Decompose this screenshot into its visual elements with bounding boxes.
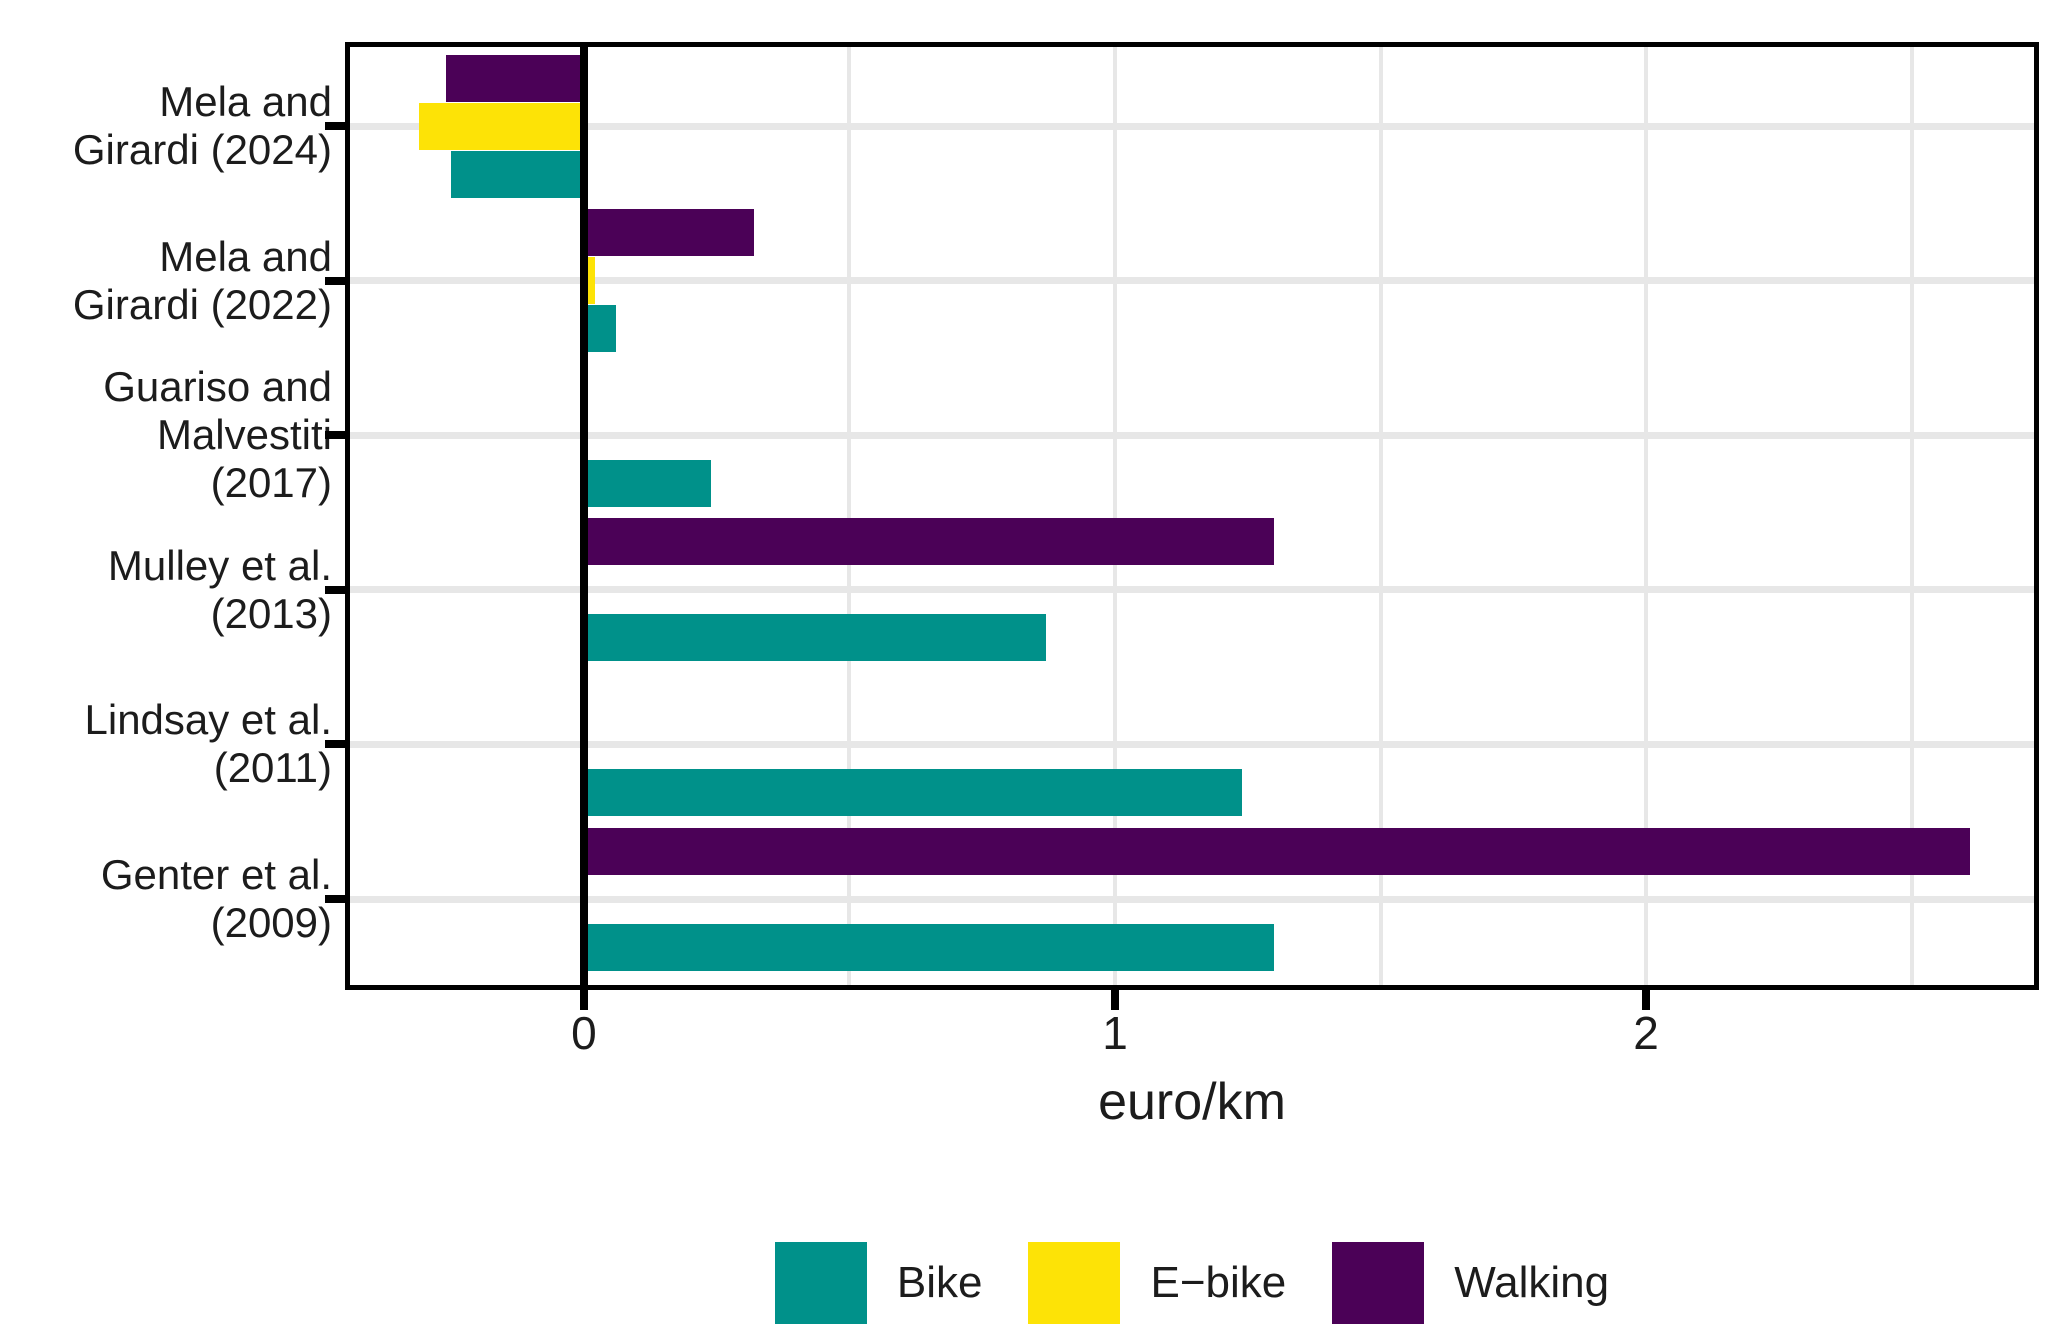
vertical-gridline: [847, 42, 852, 990]
y-tick-mark: [325, 895, 345, 903]
y-axis-label: Genter et al. (2009): [100, 851, 332, 946]
x-tick-label: 1: [1102, 1007, 1128, 1059]
legend-label: Bike: [896, 1258, 983, 1307]
y-tick-mark: [325, 585, 345, 594]
horizontal-gridline: [345, 895, 2039, 903]
x-tick-mark: [1111, 990, 1119, 1010]
y-axis-label: Mela and Girardi (2022): [72, 232, 332, 328]
y-axis-label: Lindsay et al. (2011): [84, 696, 333, 792]
y-tick-mark: [325, 740, 345, 749]
bar-bike: [583, 305, 616, 353]
bar-bike: [583, 923, 1275, 971]
plot-panel: [345, 42, 2039, 990]
x-tick-mark: [1642, 990, 1651, 1010]
horizontal-gridline: [345, 586, 2039, 594]
legend: Bike E−bike Walking: [345, 1242, 2039, 1324]
y-tick-mark: [325, 431, 345, 440]
bar-walking: [583, 827, 1970, 875]
bar-bike: [583, 768, 1243, 816]
legend-item-e-bike: E−bike: [1028, 1242, 1286, 1324]
bar-bike: [451, 150, 584, 198]
horizontal-gridline: [345, 740, 2039, 748]
y-tick-mark: [325, 276, 345, 285]
bar-bike: [583, 614, 1046, 662]
y-tick-mark: [325, 122, 345, 130]
horizontal-gridline: [345, 431, 2039, 439]
x-tick-label: 0: [571, 1007, 597, 1059]
zero-axis-line: [579, 42, 588, 990]
legend-item-walking: Walking: [1332, 1242, 1609, 1324]
y-axis-label: Mela and Girardi (2024): [72, 78, 332, 173]
vertical-gridline: [1644, 42, 1649, 990]
legend-item-bike: Bike: [774, 1242, 983, 1324]
bar-walking: [583, 518, 1275, 566]
vertical-gridline: [1909, 42, 1914, 990]
y-axis-label: Mulley et al. (2013): [107, 541, 332, 637]
vertical-gridline: [1113, 42, 1117, 990]
bar-bike: [583, 459, 712, 507]
legend-label: Walking: [1454, 1258, 1610, 1307]
legend-label: E−bike: [1150, 1258, 1287, 1307]
legend-swatch: [774, 1242, 867, 1324]
horizontal-gridline: [345, 277, 2039, 285]
x-axis-title: euro/km: [1098, 1073, 1286, 1131]
bar-e-bike: [419, 102, 584, 150]
legend-swatch: [1332, 1242, 1425, 1324]
x-tick-mark: [579, 990, 588, 1010]
horizontal-gridline: [345, 122, 2039, 130]
y-axis-label: Guariso and Malvestiti (2017): [103, 363, 332, 507]
bar-walking: [583, 209, 754, 257]
bar-e-bike: [583, 257, 595, 305]
vertical-gridline: [1378, 42, 1383, 990]
legend-swatch: [1028, 1242, 1121, 1324]
x-tick-label: 2: [1633, 1007, 1659, 1059]
bar-walking: [445, 54, 584, 102]
